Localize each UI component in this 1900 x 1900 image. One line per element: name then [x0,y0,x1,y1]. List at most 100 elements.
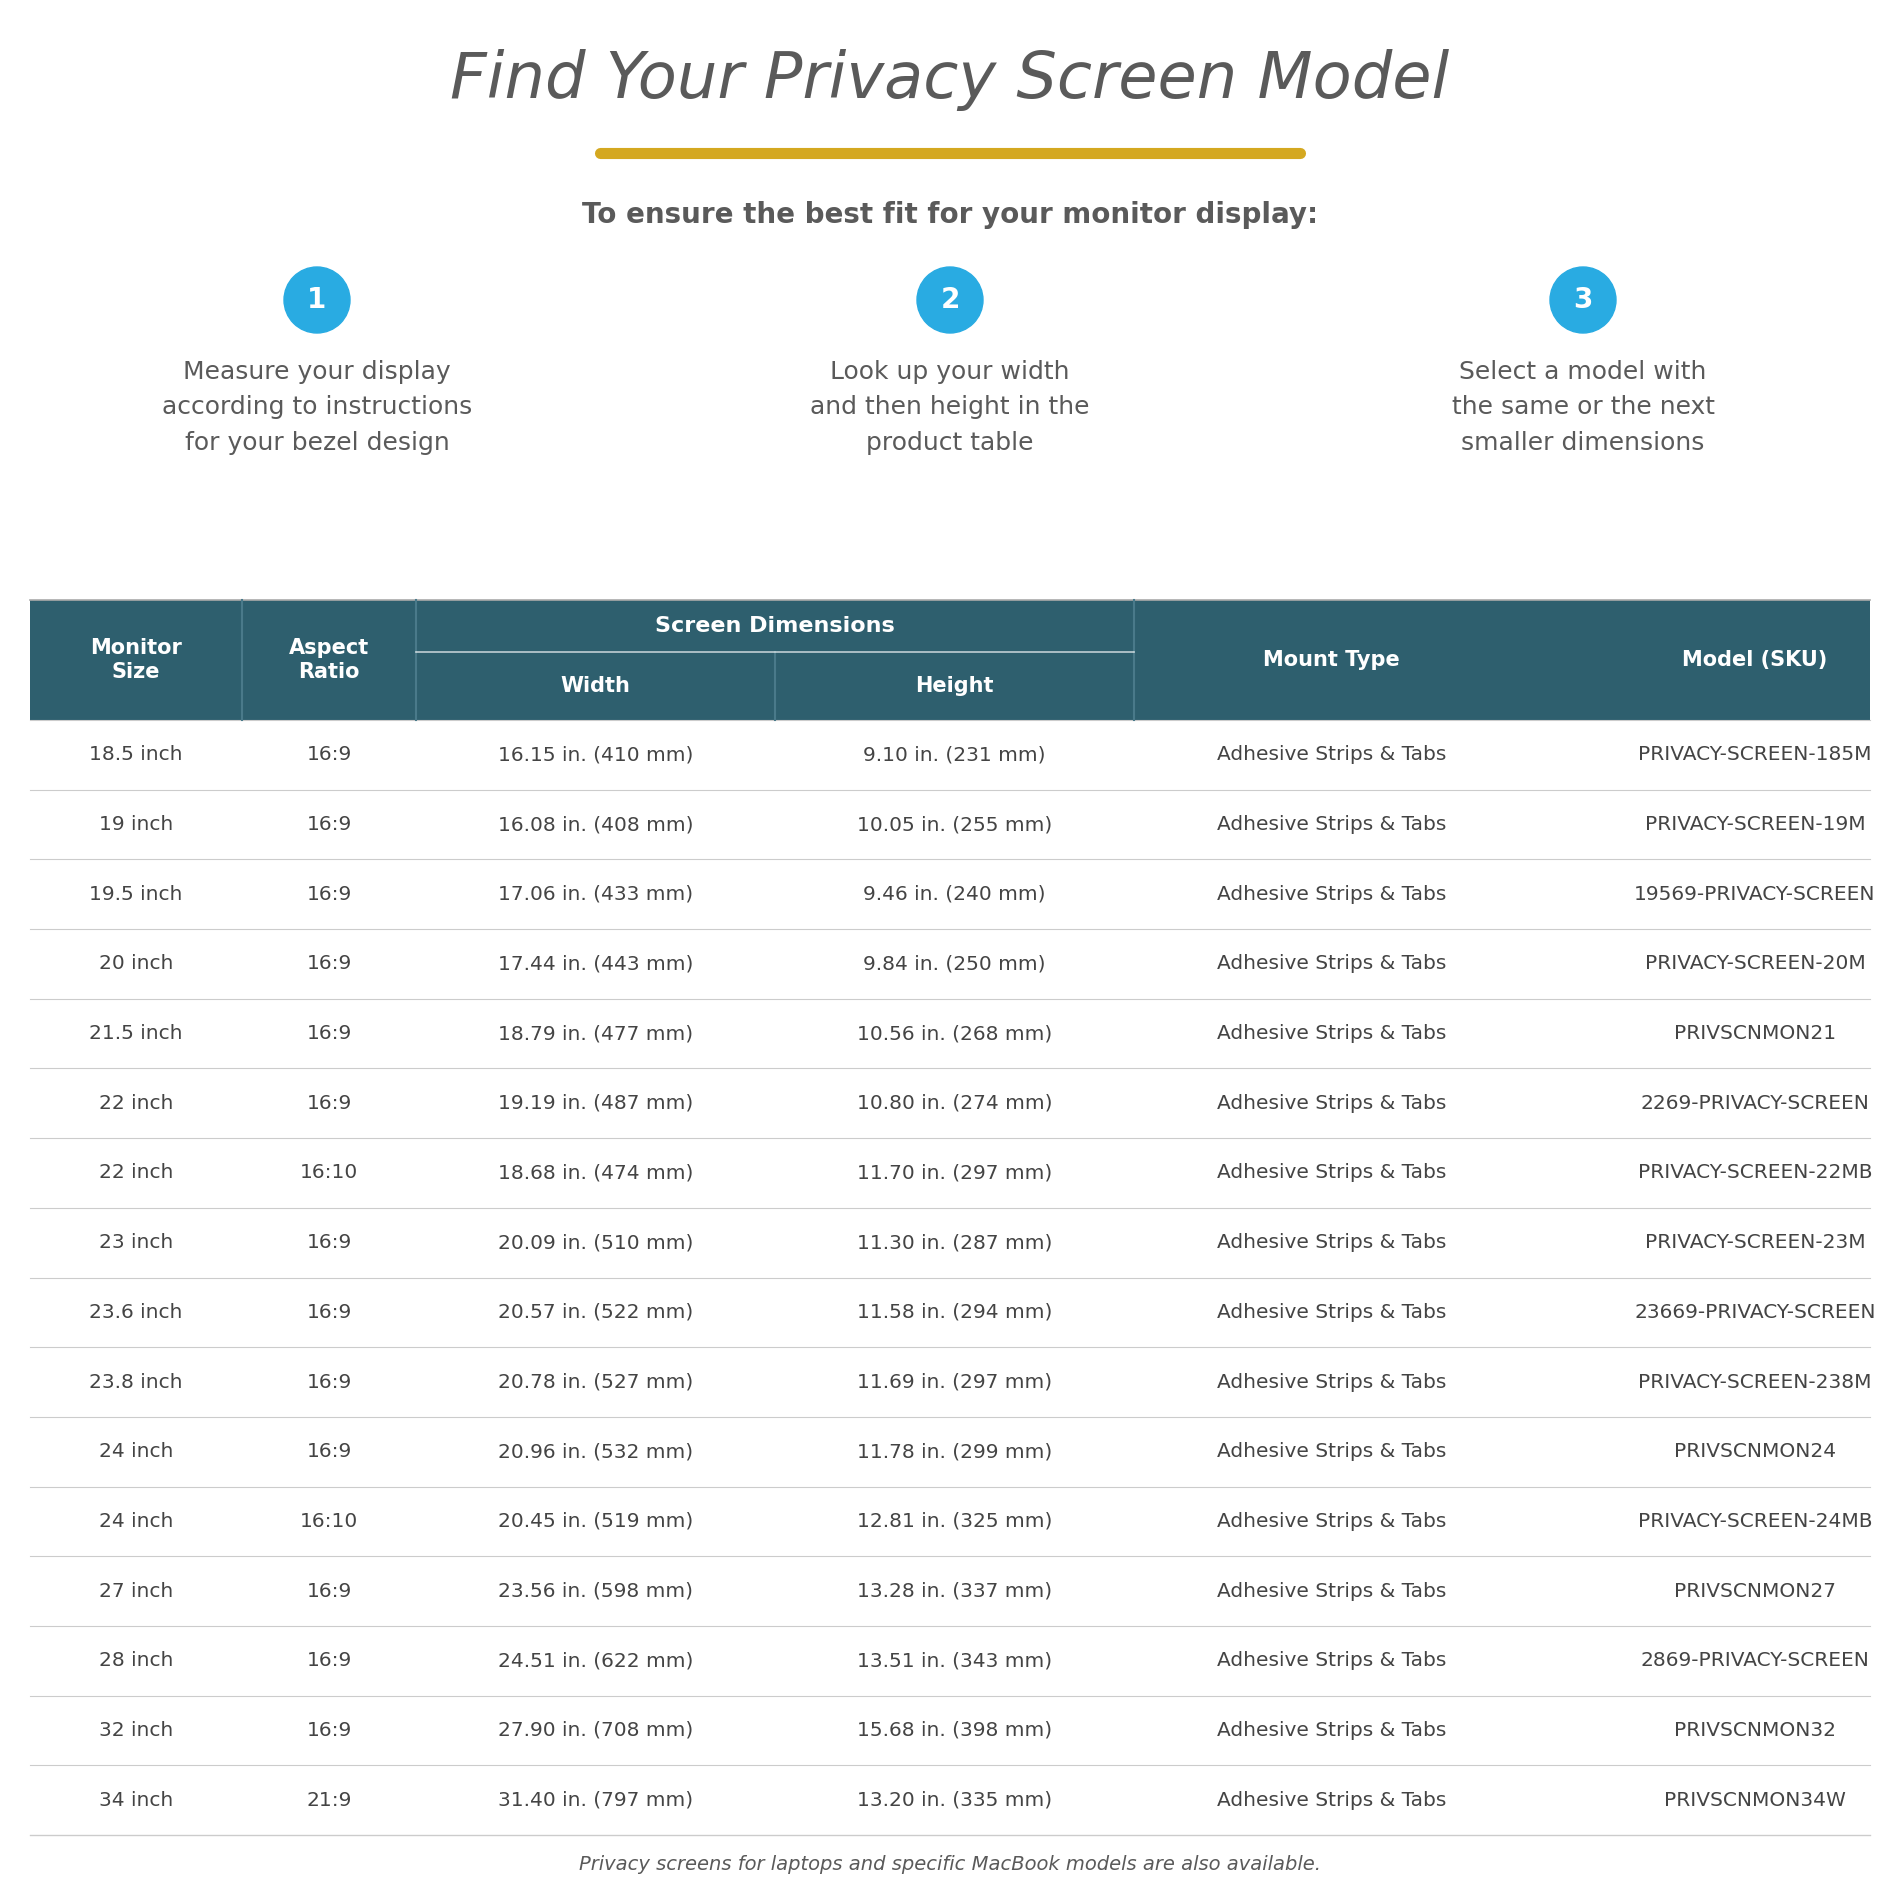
Text: Adhesive Strips & Tabs: Adhesive Strips & Tabs [1218,1581,1446,1600]
Text: 1: 1 [308,287,327,314]
Text: Adhesive Strips & Tabs: Adhesive Strips & Tabs [1218,1094,1446,1113]
Text: 21:9: 21:9 [306,1790,352,1809]
Text: 16.15 in. (410 mm): 16.15 in. (410 mm) [498,745,694,764]
Text: 16:9: 16:9 [306,954,352,973]
Text: 11.70 in. (297 mm): 11.70 in. (297 mm) [857,1163,1053,1182]
Text: 2869-PRIVACY-SCREEN: 2869-PRIVACY-SCREEN [1640,1651,1870,1670]
Text: 16:9: 16:9 [306,885,352,904]
Text: 22 inch: 22 inch [99,1163,173,1182]
Text: 13.51 in. (343 mm): 13.51 in. (343 mm) [857,1651,1053,1670]
Text: Select a model with
the same or the next
smaller dimensions: Select a model with the same or the next… [1452,359,1714,454]
Text: 16:10: 16:10 [300,1163,357,1182]
Text: PRIVSCNMON27: PRIVSCNMON27 [1674,1581,1835,1600]
Text: 27.90 in. (708 mm): 27.90 in. (708 mm) [498,1721,694,1740]
Text: 2: 2 [940,287,960,314]
Text: 20.45 in. (519 mm): 20.45 in. (519 mm) [498,1512,694,1531]
Text: 13.28 in. (337 mm): 13.28 in. (337 mm) [857,1581,1053,1600]
Text: Aspect
Ratio: Aspect Ratio [289,638,369,682]
Text: PRIVSCNMON32: PRIVSCNMON32 [1674,1721,1835,1740]
Text: 11.58 in. (294 mm): 11.58 in. (294 mm) [857,1303,1053,1322]
Text: 24 inch: 24 inch [99,1442,173,1461]
Text: 24.51 in. (622 mm): 24.51 in. (622 mm) [498,1651,694,1670]
Text: 16:9: 16:9 [306,1442,352,1461]
Text: Height: Height [916,676,994,695]
Text: Mount Type: Mount Type [1264,650,1400,671]
Text: 17.06 in. (433 mm): 17.06 in. (433 mm) [498,885,694,904]
Text: 16:9: 16:9 [306,1651,352,1670]
Text: PRIVACY-SCREEN-24MB: PRIVACY-SCREEN-24MB [1638,1512,1872,1531]
Text: 9.46 in. (240 mm): 9.46 in. (240 mm) [863,885,1045,904]
Text: PRIVACY-SCREEN-20M: PRIVACY-SCREEN-20M [1645,954,1866,973]
Text: 22 inch: 22 inch [99,1094,173,1113]
Text: PRIVSCNMON21: PRIVSCNMON21 [1674,1024,1835,1043]
Text: 10.56 in. (268 mm): 10.56 in. (268 mm) [857,1024,1053,1043]
Text: 15.68 in. (398 mm): 15.68 in. (398 mm) [857,1721,1053,1740]
Text: PRIVACY-SCREEN-185M: PRIVACY-SCREEN-185M [1638,745,1872,764]
Text: 12.81 in. (325 mm): 12.81 in. (325 mm) [857,1512,1053,1531]
Text: PRIVACY-SCREEN-23M: PRIVACY-SCREEN-23M [1645,1233,1866,1252]
Text: 16.08 in. (408 mm): 16.08 in. (408 mm) [498,815,694,834]
Text: 11.69 in. (297 mm): 11.69 in. (297 mm) [857,1372,1053,1391]
Text: Adhesive Strips & Tabs: Adhesive Strips & Tabs [1218,1442,1446,1461]
Text: 10.80 in. (274 mm): 10.80 in. (274 mm) [857,1094,1053,1113]
Text: Find Your Privacy Screen Model: Find Your Privacy Screen Model [450,49,1450,110]
Text: Monitor
Size: Monitor Size [89,638,182,682]
Text: 2269-PRIVACY-SCREEN: 2269-PRIVACY-SCREEN [1640,1094,1870,1113]
Text: Look up your width
and then height in the
product table: Look up your width and then height in th… [809,359,1091,454]
Text: 31.40 in. (797 mm): 31.40 in. (797 mm) [498,1790,694,1809]
Text: 19569-PRIVACY-SCREEN: 19569-PRIVACY-SCREEN [1634,885,1875,904]
Text: PRIVACY-SCREEN-238M: PRIVACY-SCREEN-238M [1638,1372,1872,1391]
Text: 21.5 inch: 21.5 inch [89,1024,182,1043]
Text: 9.10 in. (231 mm): 9.10 in. (231 mm) [863,745,1045,764]
Text: To ensure the best fit for your monitor display:: To ensure the best fit for your monitor … [581,201,1319,230]
Text: Privacy screens for laptops and specific MacBook models are also available.: Privacy screens for laptops and specific… [580,1856,1320,1875]
Text: 20.78 in. (527 mm): 20.78 in. (527 mm) [498,1372,694,1391]
Text: Adhesive Strips & Tabs: Adhesive Strips & Tabs [1218,745,1446,764]
Text: 10.05 in. (255 mm): 10.05 in. (255 mm) [857,815,1053,834]
Text: PRIVSCNMON34W: PRIVSCNMON34W [1664,1790,1847,1809]
Text: 16:9: 16:9 [306,745,352,764]
Text: 19 inch: 19 inch [99,815,173,834]
Text: 23.56 in. (598 mm): 23.56 in. (598 mm) [498,1581,694,1600]
Text: Adhesive Strips & Tabs: Adhesive Strips & Tabs [1218,954,1446,973]
Text: 20.57 in. (522 mm): 20.57 in. (522 mm) [498,1303,694,1322]
Text: 18.79 in. (477 mm): 18.79 in. (477 mm) [498,1024,694,1043]
Text: 16:9: 16:9 [306,1024,352,1043]
Text: 20.09 in. (510 mm): 20.09 in. (510 mm) [498,1233,694,1252]
Text: Adhesive Strips & Tabs: Adhesive Strips & Tabs [1218,1024,1446,1043]
Text: 24 inch: 24 inch [99,1512,173,1531]
Text: 16:9: 16:9 [306,1303,352,1322]
Text: 16:9: 16:9 [306,815,352,834]
Text: 23669-PRIVACY-SCREEN: 23669-PRIVACY-SCREEN [1634,1303,1875,1322]
Text: Screen Dimensions: Screen Dimensions [656,616,895,636]
Text: 11.78 in. (299 mm): 11.78 in. (299 mm) [857,1442,1053,1461]
Text: PRIVACY-SCREEN-19M: PRIVACY-SCREEN-19M [1645,815,1866,834]
Text: 16:9: 16:9 [306,1372,352,1391]
Circle shape [1550,268,1617,332]
Text: 16:9: 16:9 [306,1233,352,1252]
Text: Adhesive Strips & Tabs: Adhesive Strips & Tabs [1218,885,1446,904]
Text: 23.6 inch: 23.6 inch [89,1303,182,1322]
Text: PRIVSCNMON24: PRIVSCNMON24 [1674,1442,1835,1461]
FancyBboxPatch shape [30,600,1870,720]
Text: 34 inch: 34 inch [99,1790,173,1809]
Text: 20 inch: 20 inch [99,954,173,973]
Text: Adhesive Strips & Tabs: Adhesive Strips & Tabs [1218,1233,1446,1252]
Text: 19.19 in. (487 mm): 19.19 in. (487 mm) [498,1094,694,1113]
Text: PRIVACY-SCREEN-22MB: PRIVACY-SCREEN-22MB [1638,1163,1872,1182]
Text: 11.30 in. (287 mm): 11.30 in. (287 mm) [857,1233,1053,1252]
Circle shape [918,268,982,332]
Text: 17.44 in. (443 mm): 17.44 in. (443 mm) [498,954,694,973]
Text: Measure your display
according to instructions
for your bezel design: Measure your display according to instru… [162,359,471,454]
Text: Adhesive Strips & Tabs: Adhesive Strips & Tabs [1218,1372,1446,1391]
Text: 16:9: 16:9 [306,1721,352,1740]
Circle shape [283,268,350,332]
Text: 23.8 inch: 23.8 inch [89,1372,182,1391]
Text: 32 inch: 32 inch [99,1721,173,1740]
Text: 23 inch: 23 inch [99,1233,173,1252]
Text: 28 inch: 28 inch [99,1651,173,1670]
Text: Width: Width [560,676,631,695]
Text: Adhesive Strips & Tabs: Adhesive Strips & Tabs [1218,1163,1446,1182]
Text: Adhesive Strips & Tabs: Adhesive Strips & Tabs [1218,815,1446,834]
Text: Adhesive Strips & Tabs: Adhesive Strips & Tabs [1218,1512,1446,1531]
